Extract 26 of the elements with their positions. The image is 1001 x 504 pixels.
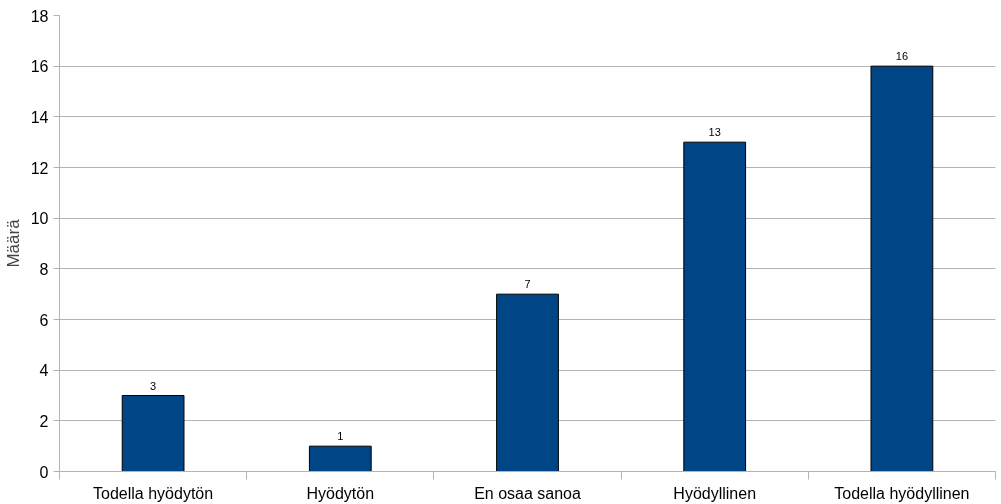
y-axis-title: Määrä — [3, 218, 23, 268]
x-tick-label: Hyödytön — [306, 484, 375, 502]
bar — [308, 445, 372, 472]
data-label: 16 — [895, 50, 909, 63]
y-tick-label: 18 — [30, 7, 49, 25]
x-tick-label: Todella hyödytön — [93, 484, 214, 502]
y-tick-label: 2 — [39, 412, 49, 430]
y-tick-label: 14 — [30, 108, 49, 126]
bar — [683, 141, 747, 472]
y-tick-label: 4 — [39, 362, 49, 380]
y-tick-label: 0 — [39, 463, 49, 481]
data-label: 7 — [524, 278, 531, 291]
data-label: 3 — [150, 379, 157, 392]
y-tick-label: 10 — [30, 210, 49, 228]
x-tick-label: Hyödyllinen — [673, 484, 757, 502]
y-tick-label: 6 — [39, 311, 49, 329]
y-tick-label: 16 — [30, 58, 49, 76]
x-tick-label: Todella hyödyllinen — [834, 484, 970, 502]
bar — [121, 395, 185, 472]
bar — [496, 293, 559, 472]
y-tick-label: 12 — [30, 159, 49, 177]
data-label: 1 — [337, 430, 344, 443]
bar — [870, 65, 934, 472]
x-tick-label: En osaa sanoa — [474, 484, 581, 502]
data-label: 13 — [708, 126, 721, 139]
y-tick-label: 8 — [39, 260, 49, 278]
